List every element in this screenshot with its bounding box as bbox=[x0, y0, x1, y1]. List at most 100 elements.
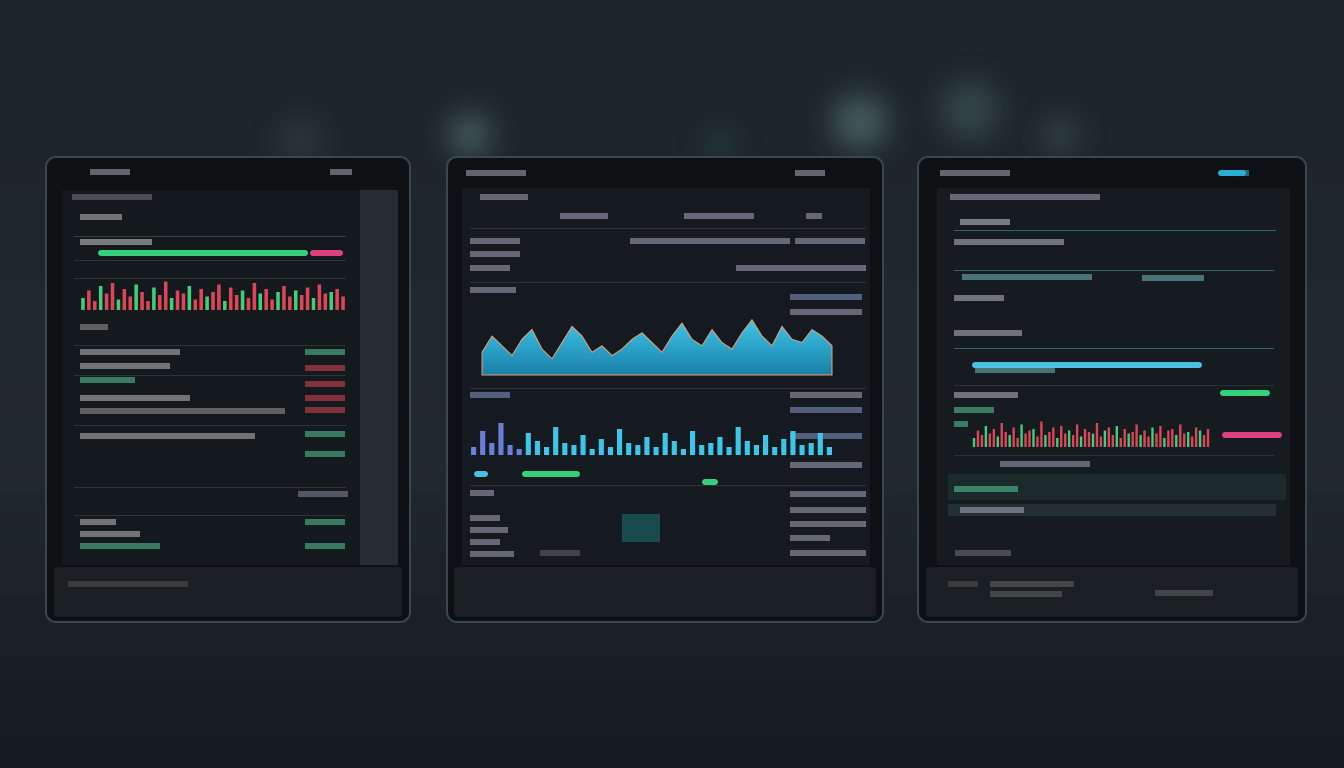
divider bbox=[470, 485, 866, 486]
bar bbox=[671, 441, 677, 455]
text-line bbox=[790, 392, 862, 398]
divider bbox=[74, 425, 346, 426]
text-line bbox=[954, 330, 1022, 336]
text-line bbox=[470, 490, 494, 496]
text-line bbox=[954, 407, 994, 413]
text-line bbox=[960, 507, 1024, 513]
divider bbox=[74, 278, 346, 279]
divider bbox=[74, 236, 346, 237]
bar bbox=[553, 427, 559, 455]
text-line bbox=[72, 194, 152, 200]
text-line bbox=[305, 395, 345, 401]
text-line bbox=[954, 239, 1064, 245]
divider bbox=[954, 230, 1276, 231]
text-line bbox=[630, 238, 790, 244]
text-line bbox=[90, 169, 130, 175]
text-line bbox=[560, 213, 608, 219]
bar bbox=[580, 435, 586, 455]
bar bbox=[708, 443, 714, 455]
bar bbox=[799, 445, 805, 455]
progress-bar bbox=[522, 471, 580, 477]
text-line bbox=[1142, 275, 1204, 281]
text-line bbox=[470, 392, 510, 398]
bar bbox=[516, 449, 522, 455]
text-line bbox=[790, 491, 866, 497]
text-line bbox=[990, 591, 1062, 597]
text-line bbox=[470, 251, 520, 257]
text-line bbox=[305, 451, 345, 457]
bar bbox=[525, 433, 531, 455]
progress-bar bbox=[702, 479, 718, 485]
text-line bbox=[736, 265, 866, 271]
bar bbox=[598, 439, 604, 455]
text-line bbox=[954, 486, 1018, 492]
text-line bbox=[470, 238, 520, 244]
bar bbox=[471, 447, 477, 455]
divider bbox=[74, 515, 346, 516]
bar bbox=[489, 443, 495, 455]
bar bbox=[763, 435, 769, 455]
divider bbox=[954, 455, 1274, 456]
bar bbox=[544, 447, 550, 455]
text-line bbox=[954, 295, 1004, 301]
text-line bbox=[80, 349, 180, 355]
bar bbox=[480, 431, 486, 455]
text-line bbox=[940, 170, 1010, 176]
text-line bbox=[790, 407, 862, 413]
bar bbox=[699, 445, 705, 455]
progress-bar bbox=[310, 250, 343, 256]
text-line bbox=[960, 219, 1010, 225]
text-line bbox=[790, 309, 862, 315]
bar bbox=[680, 449, 686, 455]
text-line bbox=[470, 527, 508, 533]
bar bbox=[826, 447, 832, 455]
text-line bbox=[305, 543, 345, 549]
bar bbox=[607, 447, 613, 455]
bokeh bbox=[280, 80, 1078, 160]
progress-bar bbox=[972, 362, 1202, 368]
text-line bbox=[790, 433, 862, 439]
bar bbox=[498, 423, 504, 455]
text-line bbox=[990, 581, 1074, 587]
divider bbox=[954, 385, 1274, 386]
bar bbox=[617, 429, 623, 455]
divider bbox=[74, 487, 346, 488]
bar bbox=[562, 443, 568, 455]
text-line bbox=[305, 431, 345, 437]
text-line bbox=[975, 367, 1055, 373]
bar bbox=[753, 445, 759, 455]
text-line bbox=[954, 421, 968, 427]
text-line bbox=[790, 535, 830, 541]
text-line bbox=[470, 287, 516, 293]
text-line bbox=[80, 377, 135, 383]
progress-bar bbox=[1222, 432, 1282, 438]
bar bbox=[735, 427, 741, 455]
bar bbox=[772, 447, 778, 455]
text-line bbox=[962, 274, 1092, 280]
bar bbox=[534, 441, 540, 455]
tablet bbox=[45, 156, 411, 623]
text-line bbox=[80, 408, 285, 414]
text-line bbox=[806, 213, 822, 219]
tablet bbox=[446, 156, 884, 623]
bar bbox=[717, 437, 723, 455]
bar bbox=[571, 445, 577, 455]
divider bbox=[470, 282, 866, 283]
bar bbox=[589, 449, 595, 455]
text-line bbox=[1000, 461, 1090, 467]
text-line bbox=[466, 170, 526, 176]
progress-bar bbox=[98, 250, 308, 256]
text-line bbox=[948, 581, 978, 587]
bar bbox=[817, 433, 823, 455]
bar bbox=[781, 439, 787, 455]
text-line bbox=[80, 324, 108, 330]
divider bbox=[470, 388, 866, 389]
bar bbox=[635, 445, 641, 455]
divider bbox=[470, 228, 866, 229]
bar bbox=[808, 443, 814, 455]
text-line bbox=[80, 519, 116, 525]
progress-bar bbox=[1218, 170, 1246, 176]
text-line bbox=[795, 170, 825, 176]
text-line bbox=[80, 543, 160, 549]
